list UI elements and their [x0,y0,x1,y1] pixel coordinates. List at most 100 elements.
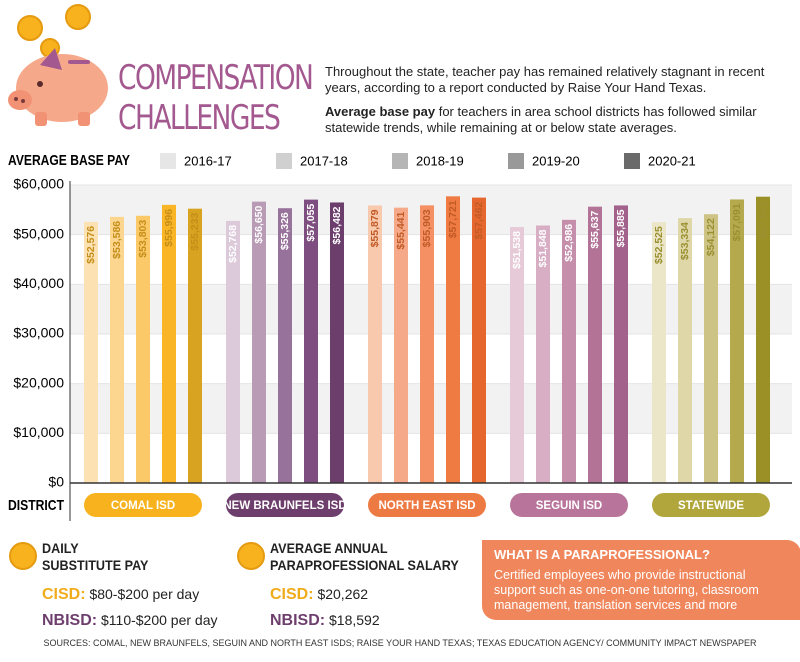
chart: AVERAGE BASE PAY 2016-17 2017-18 2018-19 201… [8,152,792,521]
y-tick-label: $0 [48,474,64,490]
value-label: $55,637 [589,211,601,249]
value-label: $53,803 [137,220,149,258]
bar [188,208,202,484]
category-pill [84,493,202,517]
bar [110,216,124,483]
bar [678,218,692,484]
legend-label: 2020-21 [648,153,696,168]
row-text: $80-$200 per day [89,586,200,602]
bar [252,201,266,483]
x-axis-label: DISTRICT [8,497,64,514]
info-box: WHAT IS A PARAPROFESSIONAL? Certified em… [482,540,800,620]
x-tick-label: NORTH EAST ISD [378,500,475,512]
category-pill [368,493,486,517]
value-label: $55,903 [421,209,433,247]
legend-swatch [276,153,292,169]
bar [420,205,434,483]
intro-rest: for teachers in area school districts ha… [325,104,757,135]
category-pill [226,493,344,517]
legend-label: 2018-19 [416,153,464,168]
value-label: $55,326 [279,212,291,250]
box-title-line: DAILY [42,540,79,556]
bar [304,199,318,483]
value-label: $57,641 [757,201,769,239]
value-label: $56,650 [253,205,265,243]
bar [472,197,486,483]
salary-row: NBISD: $18,592 [270,612,480,630]
bar [510,227,524,483]
value-label: $51,538 [511,231,523,269]
title-line: CHALLENGES [118,98,281,138]
info-text: Certified employees who provide instruct… [494,568,759,612]
row-label: CISD: [42,586,86,603]
box-title: AVERAGE ANNUAL PARAPROFESSIONAL SALARY [270,540,459,574]
salary-row: CISD: $20,262 [270,586,480,604]
intro-text: Average base pay for teachers in area sc… [325,104,795,136]
legend-swatch [392,153,408,169]
value-label: $54,122 [705,218,717,256]
value-label: $51,848 [537,229,549,267]
legend-label: 2017-18 [300,153,348,168]
bar [536,225,550,483]
legend-swatch [624,153,640,169]
x-tick-label: NEW BRAUNFELS ISD [223,500,346,512]
legend-label: 2016-17 [184,153,232,168]
bar [614,205,628,483]
source: SOURCES: COMAL, NEW BRAUNFELS, SEGUIN AN… [43,638,757,648]
bar [730,199,744,483]
value-label: $52,768 [227,225,239,263]
box-title-line: PARAPROFESSIONAL SALARY [270,557,459,573]
y-tick-label: $30,000 [13,325,64,341]
value-label: $53,334 [679,222,691,260]
legend-label: 2019-20 [532,153,580,168]
y-axis-label: AVERAGE BASE PAY [8,152,130,169]
legend-swatch [508,153,524,169]
value-label: $52,576 [85,226,97,264]
intro: Throughout the state, teacher pay has re… [325,64,795,144]
value-label: $55,996 [163,209,175,247]
bar [756,196,770,483]
value-label: $55,885 [615,209,627,247]
bar [394,207,408,483]
bar [704,214,718,483]
value-label: $55,879 [369,209,381,247]
bar [330,202,344,484]
x-tick-label: COMAL ISD [111,500,175,512]
bar [446,196,460,483]
value-label: $57,721 [447,200,459,238]
title: COMPENSATION CHALLENGES [118,58,314,138]
bar [368,205,382,483]
bar [652,222,666,483]
value-label: $57,055 [305,203,317,241]
value-label: $57,091 [731,203,743,241]
piggy-bank-illustration [8,4,108,126]
row-label: NBISD: [270,612,326,629]
y-tick-label: $40,000 [13,275,64,291]
x-tick-label: SEGUIN ISD [536,500,602,512]
intro-text: Throughout the state, teacher pay has re… [325,64,765,95]
info-title: WHAT IS A PARAPROFESSIONAL? [494,547,710,562]
bar [562,219,576,484]
row-label: CISD: [270,586,314,603]
intro-bold: Average base pay [325,104,436,119]
paraprofessional-salary: AVERAGE ANNUAL PARAPROFESSIONAL SALARY CI… [270,540,480,630]
value-label: $57,462 [473,201,485,239]
y-tick-label: $10,000 [13,424,64,440]
pay-row: NBISD: $110-$200 per day [42,612,218,630]
substitute-pay: DAILY SUBSTITUTE PAY CISD: $80-$200 per d… [42,540,218,630]
bar [226,220,240,483]
y-tick-label: $50,000 [13,225,64,241]
title-line: COMPENSATION [118,58,314,98]
box-title: DAILY SUBSTITUTE PAY [42,540,200,574]
row-text: $20,262 [317,586,369,602]
bar [136,215,150,483]
category-pill [510,493,628,517]
value-label: $52,986 [563,224,575,262]
bar [588,206,602,484]
value-label: $55,441 [395,211,407,249]
bar [84,221,98,483]
legend-swatch [160,153,176,169]
value-label: $56,482 [331,206,343,244]
y-tick-label: $60,000 [13,176,64,192]
